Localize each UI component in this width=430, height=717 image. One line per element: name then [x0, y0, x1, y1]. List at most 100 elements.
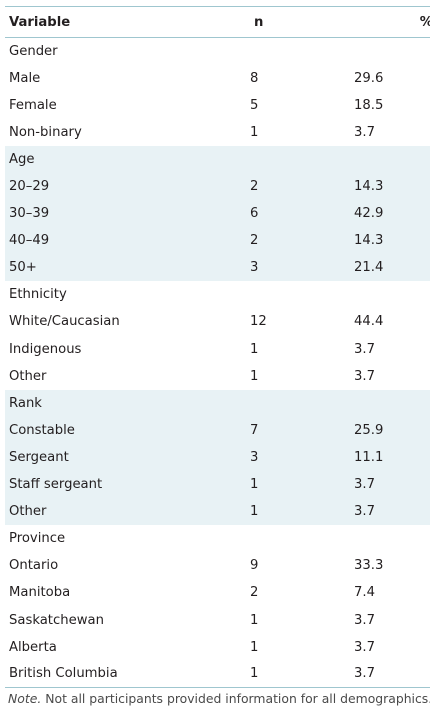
cell-variable: White/Caucasian — [9, 314, 120, 330]
table-row: Alberta 1 3.7 — [5, 634, 430, 661]
cell-variable: Ontario — [9, 558, 59, 574]
cell-n: 9 — [250, 558, 259, 574]
cell-percent: 42.9 — [354, 200, 430, 228]
cell-percent: 3.7 — [354, 471, 430, 499]
cell-percent: 29.6 — [354, 70, 384, 86]
cell-variable: Staff sergeant — [5, 471, 250, 499]
cell-n: 3 — [250, 254, 354, 282]
table-header: Variable n % — [5, 6, 430, 38]
table-row: Constable 7 25.9 — [5, 416, 430, 444]
table-row: Other 1 3.7 — [5, 498, 430, 526]
empty-cell — [354, 389, 430, 417]
header-variable: Variable — [9, 14, 71, 30]
cell-variable: Other — [5, 498, 250, 526]
table-row: 40–49 2 14.3 — [5, 227, 430, 255]
table-row: 50+ 3 21.4 — [5, 254, 430, 282]
group-row-age: Age — [5, 145, 430, 173]
table-row: Other 1 3.7 — [5, 363, 430, 390]
table-row: Sergeant 3 11.1 — [5, 443, 430, 471]
cell-percent: 3.7 — [354, 368, 375, 384]
cell-percent: 25.9 — [354, 416, 430, 444]
empty-cell — [250, 525, 354, 552]
cell-percent: 3.7 — [354, 498, 430, 526]
cell-variable: Sergeant — [5, 443, 250, 471]
cell-percent: 3.7 — [354, 639, 375, 655]
empty-cell — [250, 38, 354, 65]
empty-cell — [354, 281, 430, 308]
cell-n: 2 — [250, 172, 354, 201]
cell-variable: Constable — [5, 416, 250, 444]
cell-variable: Non-binary — [9, 124, 82, 140]
cell-variable: 30–39 — [5, 200, 250, 228]
cell-variable: 20–29 — [5, 172, 250, 201]
cell-n: 6 — [250, 200, 354, 228]
cell-n: 1 — [250, 666, 259, 682]
cell-n: 1 — [250, 368, 259, 384]
cell-percent: 3.7 — [354, 666, 375, 682]
cell-n: 1 — [250, 471, 354, 499]
table-note: Note. Not all participants provided info… — [8, 691, 430, 706]
group-row-gender: Gender — [5, 38, 430, 65]
table-row: 20–29 2 14.3 — [5, 172, 430, 201]
table-row: British Columbia 1 3.7 — [5, 661, 430, 688]
cell-variable: 50+ — [5, 254, 250, 282]
note-text: Not all participants provided informatio… — [41, 691, 430, 706]
cell-n: 5 — [250, 97, 259, 113]
header-n: n — [254, 14, 264, 30]
cell-variable: British Columbia — [9, 666, 118, 682]
table-row: 30–39 6 42.9 — [5, 200, 430, 228]
cell-n: 1 — [250, 124, 259, 140]
cell-percent: 18.5 — [354, 97, 384, 113]
cell-percent: 33.3 — [354, 558, 384, 574]
cell-variable: Saskatchewan — [9, 612, 104, 628]
group-label: Ethnicity — [9, 287, 67, 303]
empty-cell — [354, 145, 430, 173]
cell-percent: 3.7 — [354, 341, 375, 357]
cell-n: 1 — [250, 639, 259, 655]
cell-variable: Male — [9, 70, 41, 86]
table-row: Staff sergeant 1 3.7 — [5, 471, 430, 499]
group-label: Rank — [5, 389, 250, 417]
group-row-ethnicity: Ethnicity — [5, 281, 430, 308]
cell-variable: Other — [9, 368, 47, 384]
header-row: Variable n % — [5, 6, 430, 38]
cell-percent: 14.3 — [354, 172, 430, 201]
empty-cell — [250, 281, 354, 308]
cell-variable: Alberta — [9, 639, 57, 655]
cell-n: 1 — [250, 498, 354, 526]
note-label: Note. — [8, 691, 42, 706]
cell-n: 3 — [250, 443, 354, 471]
table-row: Manitoba 2 7.4 — [5, 579, 430, 606]
cell-variable: Indigenous — [9, 341, 82, 357]
empty-cell — [354, 525, 430, 552]
cell-n: 12 — [250, 314, 267, 330]
empty-cell — [354, 38, 430, 65]
cell-percent: 44.4 — [354, 314, 384, 330]
table-body: Gender Male 8 29.6 Female 5 18.5 Non-binary 1 3.7… — [5, 38, 430, 688]
cell-variable: 40–49 — [5, 227, 250, 255]
table-row: Saskatchewan 1 3.7 — [5, 606, 430, 633]
cell-n: 7 — [250, 416, 354, 444]
group-label: Gender — [9, 43, 58, 59]
empty-cell — [250, 145, 354, 173]
group-label: Age — [5, 145, 250, 173]
group-label: Province — [9, 531, 66, 547]
cell-percent: 21.4 — [354, 254, 430, 282]
table-row: Ontario 9 33.3 — [5, 552, 430, 579]
table-row: Non-binary 1 3.7 — [5, 119, 430, 146]
table-row: Indigenous 1 3.7 — [5, 336, 430, 363]
demographics-table: Variable n % Gender Male 8 29.6 Female 5 18.5 N… — [5, 6, 430, 688]
cell-percent: 7.4 — [354, 585, 375, 601]
empty-cell — [250, 389, 354, 417]
cell-n: 2 — [250, 585, 259, 601]
header-percent: % — [354, 7, 430, 38]
cell-n: 1 — [250, 341, 259, 357]
cell-percent: 3.7 — [354, 124, 375, 140]
cell-n: 2 — [250, 227, 354, 255]
cell-percent: 3.7 — [354, 612, 375, 628]
cell-n: 1 — [250, 612, 259, 628]
cell-variable: Manitoba — [9, 585, 71, 601]
group-row-province: Province — [5, 525, 430, 552]
table-row: Male 8 29.6 — [5, 65, 430, 92]
